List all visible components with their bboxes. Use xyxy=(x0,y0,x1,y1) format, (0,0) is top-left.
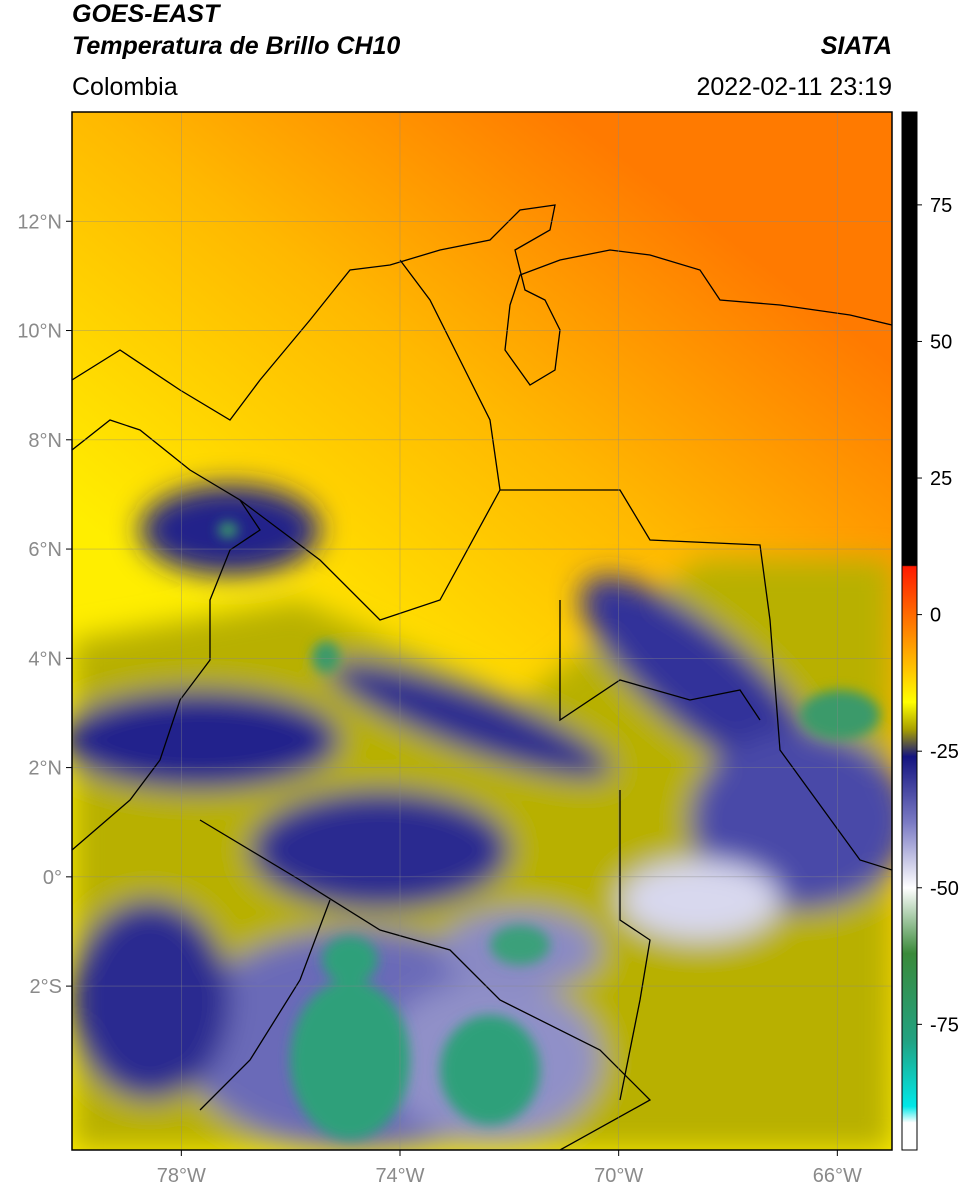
subtitle: Temperatura de Brillo CH10 xyxy=(72,32,400,60)
x-tick-label: 66°W xyxy=(813,1165,862,1187)
datetime: 2022-02-11 23:19 xyxy=(696,73,892,101)
x-tick-label: 78°W xyxy=(157,1165,206,1187)
title: GOES-EAST xyxy=(72,0,222,28)
colorbar-tick-label: 75 xyxy=(930,195,952,217)
x-tick-label: 74°W xyxy=(375,1165,424,1187)
y-tick-label: 2°S xyxy=(30,976,62,998)
x-tick-label: 70°W xyxy=(594,1165,643,1187)
y-tick-label: 4°N xyxy=(28,648,62,670)
source: SIATA xyxy=(821,32,892,60)
y-tick-label: 6°N xyxy=(28,539,62,561)
y-tick-label: 0° xyxy=(43,867,62,889)
y-tick-label: 2°N xyxy=(28,758,62,780)
colorbar-tick-label: -75 xyxy=(930,1014,959,1036)
region: Colombia xyxy=(72,73,178,101)
colorbar-tick-label: 50 xyxy=(930,331,952,353)
colorbar-tick-label: -50 xyxy=(930,878,959,900)
y-tick-label: 10°N xyxy=(17,321,62,343)
colorbar-tick-label: 25 xyxy=(930,468,952,490)
satellite-image xyxy=(72,112,892,1150)
colorbar-tick-label: -25 xyxy=(930,741,959,763)
colorbar xyxy=(901,111,918,1151)
map-frame xyxy=(71,111,893,1151)
colorbar-tick-label: 0 xyxy=(930,605,941,627)
y-tick-label: 8°N xyxy=(28,430,62,452)
y-tick-label: 12°N xyxy=(17,211,62,233)
